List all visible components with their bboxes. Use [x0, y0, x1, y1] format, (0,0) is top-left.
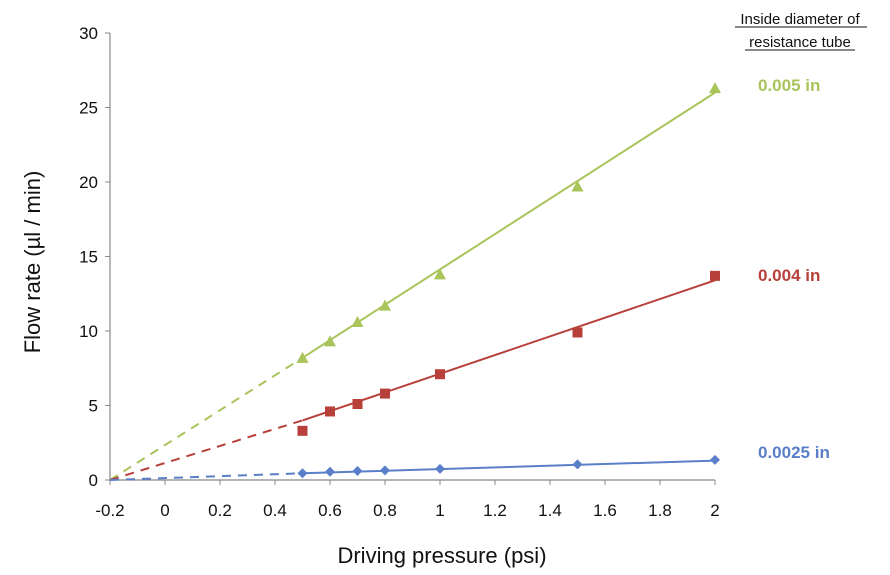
y-axis-title: Flow rate (µl / min): [20, 171, 45, 354]
y-tick-label: 25: [79, 99, 98, 118]
fit-line-solid: [301, 91, 716, 359]
y-tick-label: 5: [89, 397, 98, 416]
x-tick-labels: -0.2 0 0.2 0.4 0.6 0.8 1 1.2 1.4 1.6 1.8 2: [95, 480, 720, 520]
y-tick-label: 10: [79, 322, 98, 341]
x-tick-label: 0.4: [263, 501, 287, 520]
x-tick-label: 0: [160, 501, 169, 520]
fit-line-solid: [302, 459, 716, 475]
data-point-diamond: [435, 463, 445, 474]
data-point-triangle: [709, 82, 721, 94]
x-axis-title: Driving pressure (psi): [337, 543, 546, 568]
data-point-square: [325, 406, 335, 417]
data-point-triangle: [324, 335, 336, 347]
x-tick-label: 1.8: [648, 501, 672, 520]
data-point-square: [297, 425, 308, 436]
data-point-square: [352, 399, 363, 410]
data-points: [296, 82, 721, 479]
fit-line-dashed: [109, 356, 304, 481]
legend-title-line-1: Inside diameter of: [740, 11, 860, 28]
x-tick-label: 0.2: [208, 501, 232, 520]
data-point-square: [572, 327, 583, 338]
data-point-triangle: [379, 299, 391, 311]
legend-title-line-2: resistance tube: [749, 34, 851, 51]
series-label-0005-in: 0.005 in: [758, 76, 820, 95]
fit-line-dashed: [109, 419, 303, 481]
data-point-triangle: [296, 351, 309, 363]
data-point-diamond: [325, 466, 335, 477]
data-point-square: [380, 388, 390, 399]
x-tick-label: 2: [710, 501, 719, 520]
series-labels: 0.005 in 0.004 in 0.0025 in: [758, 76, 830, 462]
axes: [109, 33, 715, 481]
series-label-0004-in: 0.004 in: [758, 266, 820, 285]
data-point-diamond: [297, 468, 308, 479]
data-point-triangle: [434, 268, 446, 280]
data-point-triangle: [351, 316, 364, 328]
x-tick-label: 1.6: [593, 501, 617, 520]
data-point-diamond: [710, 454, 720, 465]
fit-line-dashed: [109, 472, 303, 481]
data-point-diamond: [380, 465, 390, 476]
fit-line-solid: [302, 279, 716, 422]
data-point-square: [710, 270, 720, 281]
data-point-diamond: [352, 466, 363, 477]
y-tick-label: 30: [79, 24, 98, 43]
data-point-square: [435, 369, 445, 380]
y-tick-labels: 0 5 10 15 20 25 30: [79, 24, 110, 490]
x-tick-label: -0.2: [95, 501, 124, 520]
data-point-diamond: [572, 459, 583, 470]
y-tick-label: 15: [79, 248, 98, 267]
x-tick-label: 1.2: [483, 501, 507, 520]
series-label-00025-in: 0.0025 in: [758, 443, 830, 462]
y-tick-label: 20: [79, 173, 98, 192]
x-tick-label: 1: [435, 501, 444, 520]
x-tick-label: 0.6: [318, 501, 342, 520]
x-tick-label: 0.8: [373, 501, 397, 520]
y-tick-label: 0: [89, 471, 98, 490]
x-tick-label: 1.4: [538, 501, 562, 520]
data-point-triangle: [571, 180, 584, 192]
legend-title: Inside diameter of resistance tube: [735, 11, 867, 51]
fit-lines: [109, 91, 716, 481]
